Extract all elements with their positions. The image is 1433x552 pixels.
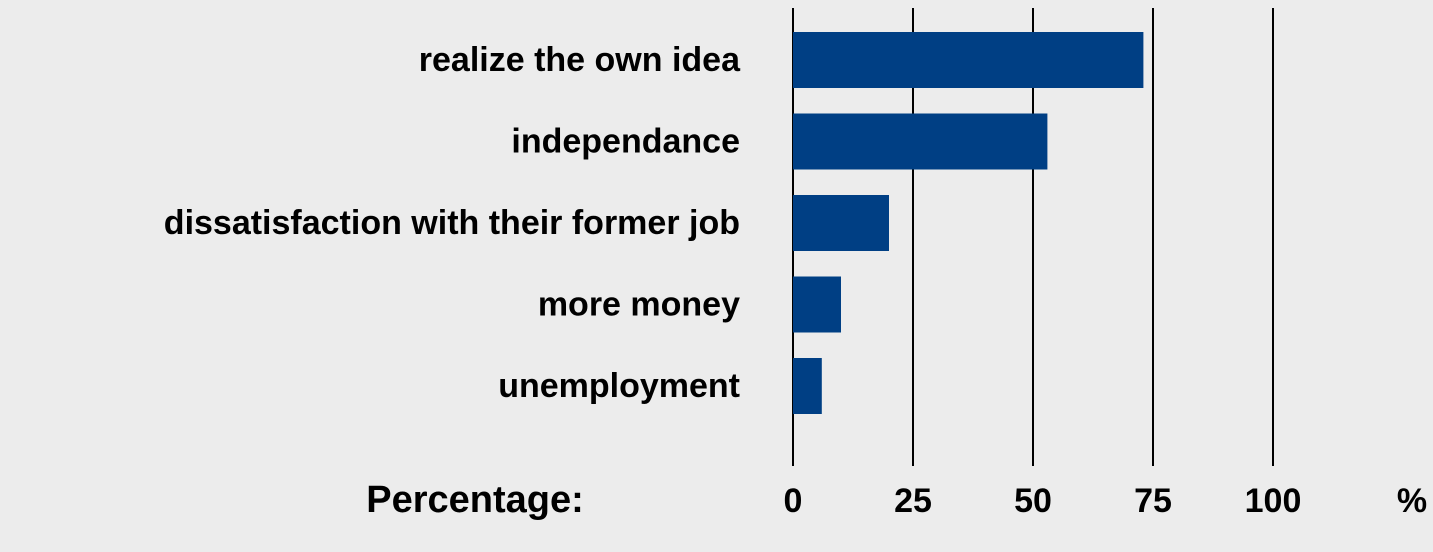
category-label-2: dissatisfaction with their former job <box>164 204 740 242</box>
tick-label-75: 75 <box>1134 482 1172 520</box>
bar-3 <box>793 276 841 333</box>
category-label-1: independance <box>511 123 740 161</box>
tick-labels: 0 25 50 75 100 <box>784 482 1302 520</box>
tick-label-0: 0 <box>784 482 803 520</box>
category-label-4: unemployment <box>498 367 740 405</box>
category-label-3: more money <box>538 286 740 324</box>
x-axis-title: Percentage: <box>366 479 584 521</box>
bars <box>793 32 1144 414</box>
tick-label-100: 100 <box>1245 482 1302 520</box>
bar-2 <box>793 195 889 251</box>
tick-label-25: 25 <box>894 482 932 520</box>
bar-0 <box>793 32 1144 88</box>
category-labels: realize the own idea independance dissatis… <box>164 41 741 405</box>
category-label-0: realize the own idea <box>419 41 741 79</box>
tick-label-50: 50 <box>1014 482 1052 520</box>
unit-label: % <box>1397 482 1427 520</box>
bar-1 <box>793 113 1048 170</box>
bar-4 <box>793 358 822 414</box>
